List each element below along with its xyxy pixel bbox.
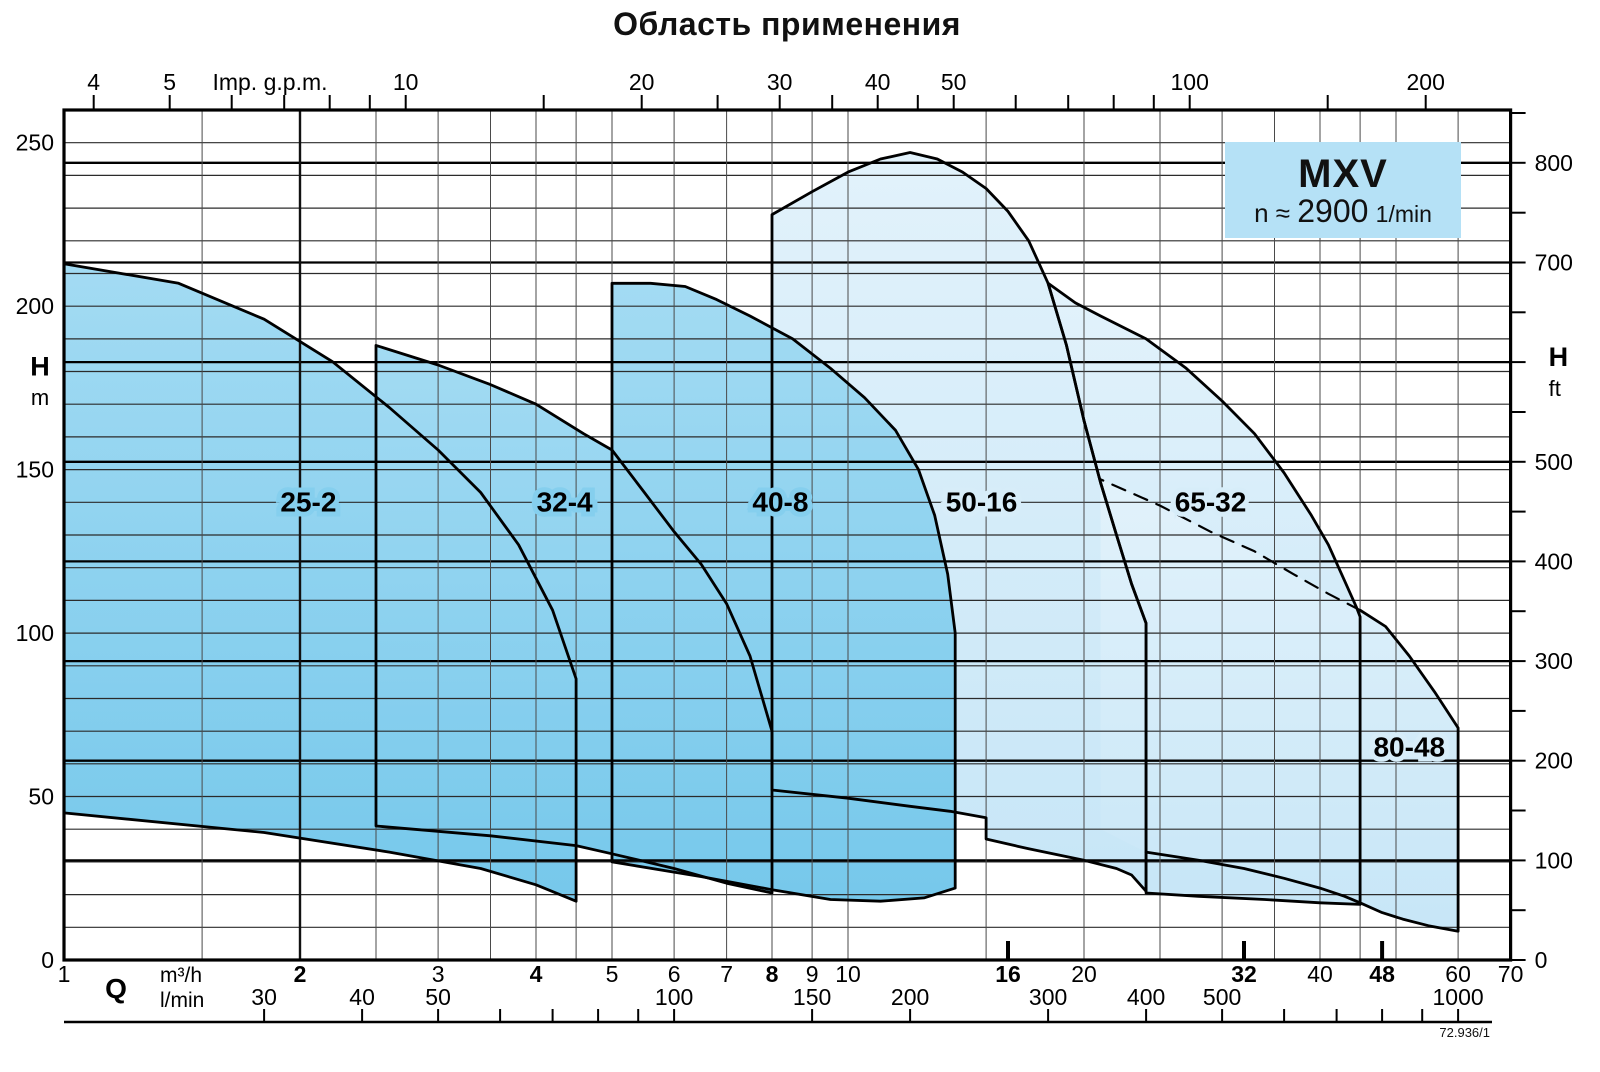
svg-text:200: 200: [1407, 69, 1445, 95]
svg-text:5: 5: [606, 961, 619, 987]
left-axis-unit: m: [31, 385, 49, 410]
region-65-32-outline: [1046, 281, 1362, 906]
svg-text:5: 5: [163, 69, 176, 95]
svg-text:300: 300: [1535, 648, 1573, 674]
region-80-48-label: 80-48: [1373, 732, 1445, 763]
grid: [64, 110, 1511, 960]
right-axis-label: H: [1549, 342, 1569, 372]
legend-speed-prefix: n ≈: [1254, 198, 1291, 228]
svg-text:40: 40: [865, 69, 891, 95]
svg-text:300: 300: [1029, 984, 1067, 1010]
svg-text:20: 20: [629, 69, 655, 95]
svg-text:100: 100: [1171, 69, 1209, 95]
svg-text:250: 250: [16, 130, 54, 156]
svg-text:500: 500: [1535, 449, 1573, 475]
svg-text:4: 4: [530, 961, 543, 987]
region-outlines: [62, 151, 1460, 933]
top-axis: 4 5 10 20 30 40 50 100 200 Imp. g.p.m.: [87, 69, 1445, 110]
top-axis-unit: Imp. g.p.m.: [212, 69, 327, 95]
region-80-48-fill: [1100, 479, 1459, 932]
region-40-8-fill: [612, 283, 956, 902]
svg-text:150: 150: [16, 457, 54, 483]
svg-text:100: 100: [655, 984, 693, 1010]
right-axis-unit: ft: [1549, 376, 1561, 401]
svg-text:30: 30: [767, 69, 793, 95]
svg-text:40: 40: [1307, 961, 1333, 987]
svg-text:30: 30: [251, 984, 277, 1010]
region-80-48-hidden-boundary: [1099, 478, 1362, 612]
svg-text:200: 200: [16, 293, 54, 319]
svg-text:500: 500: [1203, 984, 1241, 1010]
region-25-2-label: 25-2: [280, 486, 336, 517]
svg-text:200: 200: [891, 984, 929, 1010]
svg-text:7: 7: [720, 961, 733, 987]
svg-text:200: 200: [1535, 748, 1573, 774]
flow-axis-label: Q: [105, 973, 127, 1004]
svg-text:48: 48: [1369, 961, 1395, 987]
flow-unit-lmin: l/min: [160, 989, 204, 1012]
svg-text:10: 10: [835, 961, 861, 987]
svg-text:1: 1: [58, 961, 71, 987]
region-50-16-label: 50-16: [946, 486, 1018, 517]
region-40-8-label: 40-8: [752, 486, 808, 517]
chart-title: Область применения: [613, 6, 961, 42]
legend-box: MXV n ≈ 2900 1/min: [1225, 142, 1461, 238]
legend-speed: n ≈ 2900 1/min: [1254, 195, 1432, 227]
svg-text:32: 32: [1231, 961, 1257, 987]
svg-text:20: 20: [1071, 961, 1097, 987]
svg-text:150: 150: [793, 984, 831, 1010]
right-axis: 0 100 200 300 400 500 700 800 Hft: [1510, 112, 1573, 973]
legend-speed-unit: 1/min: [1375, 201, 1432, 227]
svg-text:100: 100: [1535, 847, 1573, 873]
svg-text:50: 50: [425, 984, 451, 1010]
svg-text:800: 800: [1535, 150, 1573, 176]
region-32-4-outline: [374, 343, 774, 895]
svg-text:40: 40: [349, 984, 375, 1010]
svg-text:70: 70: [1498, 961, 1524, 987]
left-axis: 0 50 100 150 200 250 Hm: [16, 130, 54, 973]
svg-text:50: 50: [28, 784, 54, 810]
bottom-axis: 1 2 3 4 5 6 7 8 9 10 16 20 32 40 48 60 70 Q m³/hl/min 30 40 5…: [58, 941, 1524, 1024]
region-40-8-outline: [610, 281, 957, 903]
svg-text:60: 60: [1445, 961, 1471, 987]
region-labels: 50-16 65-32 80-48 25-2 32-4 40-8: [275, 481, 1450, 767]
svg-text:100: 100: [16, 620, 54, 646]
svg-text:50: 50: [941, 69, 967, 95]
plot-border: [62, 108, 1513, 962]
svg-text:4: 4: [87, 69, 100, 95]
svg-text:0: 0: [1535, 947, 1548, 973]
flow-unit-m3h: m³/h: [160, 964, 202, 987]
drawing-number: 72.936/1: [1439, 1025, 1490, 1040]
legend-speed-value: 2900: [1297, 193, 1369, 229]
svg-text:10: 10: [393, 69, 419, 95]
svg-text:8: 8: [766, 961, 779, 987]
left-axis-label: H: [30, 352, 50, 382]
svg-text:3: 3: [432, 961, 445, 987]
region-fills: [64, 152, 1459, 932]
region-25-2-outline: [62, 262, 578, 903]
region-80-48-outline: [1144, 608, 1460, 933]
svg-text:700: 700: [1535, 250, 1573, 276]
region-32-4-label: 32-4: [537, 486, 593, 517]
svg-text:2: 2: [294, 961, 307, 987]
region-65-32-label: 65-32: [1175, 486, 1247, 517]
svg-text:9: 9: [806, 961, 819, 987]
svg-text:400: 400: [1127, 984, 1165, 1010]
svg-text:0: 0: [41, 947, 54, 973]
legend-model-name: MXV: [1298, 152, 1388, 196]
svg-text:16: 16: [995, 961, 1021, 987]
svg-text:1000: 1000: [1433, 984, 1484, 1010]
svg-text:400: 400: [1535, 548, 1573, 574]
svg-text:6: 6: [668, 961, 681, 987]
